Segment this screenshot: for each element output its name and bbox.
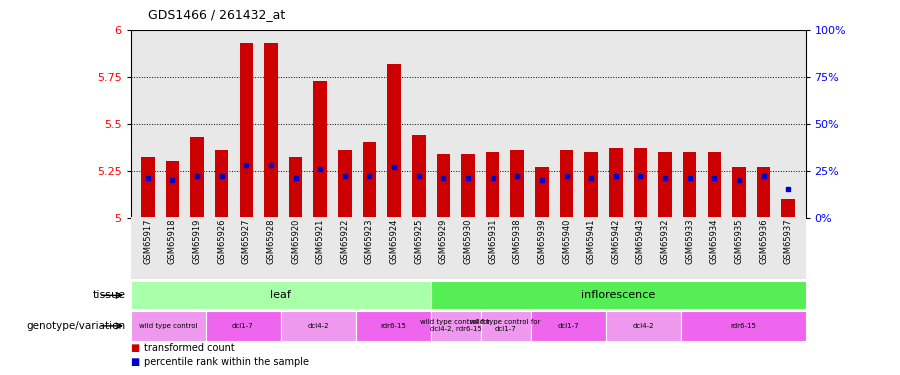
Bar (781, 199, 795, 217)
Text: GSM65930: GSM65930 (464, 219, 472, 264)
Text: percentile rank within the sample: percentile rank within the sample (144, 357, 309, 367)
Bar (609, 148, 623, 217)
Text: GSM65934: GSM65934 (710, 219, 719, 264)
Text: GSM65941: GSM65941 (587, 219, 596, 264)
Bar (757, 167, 770, 218)
Bar (166, 161, 179, 218)
Text: GSM65935: GSM65935 (734, 219, 743, 264)
Bar (190, 137, 203, 218)
Text: GSM65923: GSM65923 (365, 219, 374, 264)
Bar (239, 43, 253, 218)
Text: inflorescence: inflorescence (580, 290, 655, 300)
Text: GSM65920: GSM65920 (291, 219, 300, 264)
Text: GSM65942: GSM65942 (611, 219, 620, 264)
Bar (510, 150, 524, 217)
Text: GSM65924: GSM65924 (390, 219, 399, 264)
Text: rdr6-15: rdr6-15 (380, 323, 406, 329)
Bar (560, 150, 573, 217)
Text: GSM65937: GSM65937 (784, 219, 793, 264)
Bar (536, 167, 549, 218)
Text: GSM65939: GSM65939 (537, 219, 546, 264)
Text: dcl1-7: dcl1-7 (232, 323, 254, 329)
Text: genotype/variation: genotype/variation (27, 321, 126, 331)
Text: GSM65925: GSM65925 (414, 219, 423, 264)
Bar (436, 154, 450, 218)
Bar (733, 167, 746, 218)
Text: ■: ■ (130, 357, 140, 367)
Text: dcl1-7: dcl1-7 (557, 323, 579, 329)
Text: GSM65932: GSM65932 (661, 219, 670, 264)
Text: GSM65931: GSM65931 (488, 219, 497, 264)
Text: wild type control for
dcl1-7: wild type control for dcl1-7 (471, 320, 541, 332)
Bar (289, 158, 302, 218)
Bar (130, 310, 205, 341)
Bar (205, 310, 281, 341)
Text: GSM65926: GSM65926 (217, 219, 226, 264)
Bar (680, 310, 806, 341)
Text: GSM65933: GSM65933 (685, 219, 694, 264)
Bar (387, 64, 400, 217)
Bar (707, 152, 721, 217)
Text: GSM65918: GSM65918 (168, 219, 177, 264)
Text: tissue: tissue (93, 290, 126, 300)
Text: GSM65940: GSM65940 (562, 219, 571, 264)
Text: GSM65919: GSM65919 (193, 219, 202, 264)
Bar (338, 150, 352, 217)
Bar (130, 281, 430, 309)
Text: GSM65917: GSM65917 (143, 219, 152, 264)
Bar (584, 152, 598, 217)
Bar (313, 81, 327, 218)
Bar (606, 310, 680, 341)
Text: GSM65929: GSM65929 (439, 219, 448, 264)
Text: GDS1466 / 261432_at: GDS1466 / 261432_at (148, 8, 286, 21)
Bar (481, 310, 530, 341)
Bar (281, 310, 356, 341)
Text: transformed count: transformed count (144, 343, 235, 353)
Bar (430, 281, 806, 309)
Text: rdr6-15: rdr6-15 (730, 323, 756, 329)
Bar (264, 43, 278, 218)
Bar (130, 217, 806, 279)
Bar (658, 152, 672, 217)
Bar (430, 310, 481, 341)
Text: GSM65922: GSM65922 (340, 219, 349, 264)
Bar (683, 152, 697, 217)
Bar (356, 310, 430, 341)
Text: dcl4-2: dcl4-2 (632, 323, 653, 329)
Text: wild type control for
dcl4-2, rdr6-15: wild type control for dcl4-2, rdr6-15 (420, 320, 490, 332)
Bar (412, 135, 426, 218)
Bar (530, 310, 606, 341)
Text: dcl4-2: dcl4-2 (307, 323, 328, 329)
Bar (215, 150, 229, 217)
Bar (141, 158, 155, 218)
Text: ■: ■ (130, 343, 140, 353)
Text: GSM65928: GSM65928 (266, 219, 275, 264)
Bar (634, 148, 647, 217)
Text: GSM65921: GSM65921 (316, 219, 325, 264)
Text: wild type control: wild type control (139, 323, 197, 329)
Text: GSM65936: GSM65936 (759, 219, 768, 264)
Text: GSM65927: GSM65927 (242, 219, 251, 264)
Bar (486, 152, 500, 217)
Text: leaf: leaf (270, 290, 291, 300)
Text: GSM65943: GSM65943 (636, 219, 645, 264)
Text: GSM65938: GSM65938 (513, 219, 522, 264)
Bar (461, 154, 475, 218)
Bar (363, 142, 376, 218)
